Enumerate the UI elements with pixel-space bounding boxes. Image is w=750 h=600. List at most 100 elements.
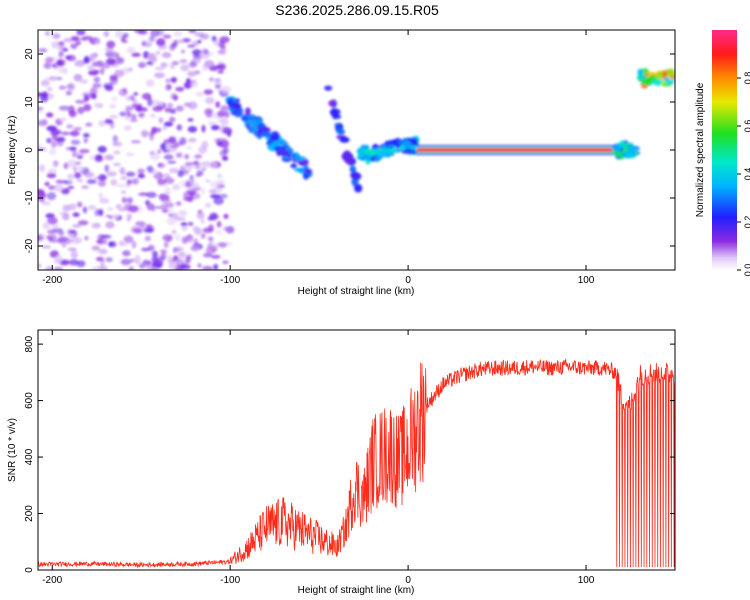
heat-cell bbox=[163, 121, 173, 127]
heat-cell bbox=[174, 266, 184, 270]
heat-cell bbox=[45, 31, 50, 36]
heat-cell bbox=[201, 124, 206, 133]
heat-cell bbox=[355, 184, 361, 192]
heat-cell bbox=[114, 30, 124, 38]
heat-cell bbox=[162, 234, 173, 242]
heat-cell bbox=[138, 112, 145, 118]
colorbar-label: Normalized spectral amplitude bbox=[695, 82, 706, 217]
heat-cell bbox=[166, 217, 177, 226]
heat-cell bbox=[66, 159, 77, 168]
heat-cell bbox=[77, 201, 83, 208]
heat-cell bbox=[48, 226, 58, 231]
heat-cell bbox=[154, 72, 165, 79]
heat-cell bbox=[205, 179, 211, 183]
heat-cell bbox=[70, 36, 80, 42]
heat-cell bbox=[111, 51, 119, 58]
heat-cell bbox=[293, 155, 301, 161]
heat-cell bbox=[200, 161, 212, 168]
heat-cell bbox=[38, 107, 44, 111]
heat-cell bbox=[100, 68, 105, 75]
heat-cell bbox=[147, 165, 154, 174]
heat-cell bbox=[391, 148, 397, 153]
heat-cell bbox=[201, 140, 209, 149]
heat-cell bbox=[46, 137, 52, 144]
heat-cell bbox=[76, 155, 84, 159]
heat-cell bbox=[617, 142, 628, 148]
heat-cell bbox=[161, 52, 172, 59]
heat-cell bbox=[208, 224, 214, 233]
heat-cell bbox=[53, 266, 64, 270]
heat-cell bbox=[612, 145, 621, 152]
heat-cell bbox=[70, 251, 78, 259]
heat-cell bbox=[83, 57, 91, 64]
heat-cell bbox=[173, 39, 179, 45]
heat-cell bbox=[160, 249, 168, 254]
heat-cell bbox=[49, 250, 60, 258]
heat-cell bbox=[197, 263, 202, 268]
heat-cell bbox=[46, 87, 53, 92]
heat-cell bbox=[279, 149, 290, 157]
heat-cell bbox=[134, 30, 145, 34]
heat-cell bbox=[213, 80, 223, 85]
heat-cell bbox=[58, 41, 65, 46]
heat-cell bbox=[75, 99, 86, 104]
heat-cell bbox=[208, 189, 217, 194]
heat-cell bbox=[175, 105, 184, 112]
heat-cell bbox=[162, 201, 169, 206]
heat-cell bbox=[258, 123, 265, 129]
heat-cell bbox=[133, 92, 138, 96]
heat-cell bbox=[61, 131, 70, 136]
heat-cell bbox=[93, 40, 101, 45]
x-tick-label: 0 bbox=[405, 275, 411, 286]
heat-cell bbox=[131, 178, 139, 185]
heat-cell bbox=[70, 43, 78, 49]
heat-cell bbox=[627, 143, 635, 152]
heat-cell bbox=[290, 163, 298, 169]
heat-cell bbox=[44, 77, 49, 84]
heat-cell bbox=[73, 172, 82, 179]
heat-cell bbox=[105, 257, 113, 263]
heat-cell bbox=[157, 162, 166, 168]
heat-cell bbox=[204, 96, 215, 105]
heat-cell bbox=[324, 85, 333, 91]
heat-cell bbox=[174, 233, 181, 242]
heat-cell bbox=[91, 69, 100, 74]
heat-cell bbox=[160, 143, 167, 151]
heat-cell bbox=[110, 179, 118, 186]
heat-cell bbox=[157, 178, 167, 185]
bottom-y-axis-label: SNR (10 * v/v) bbox=[7, 418, 18, 482]
y-tick-label: 600 bbox=[24, 392, 35, 409]
heat-cell bbox=[360, 144, 370, 149]
heat-cell bbox=[328, 100, 336, 107]
heat-cell bbox=[222, 260, 229, 265]
heat-cell bbox=[213, 263, 219, 270]
colorbar-tick-label: 0.4 bbox=[743, 168, 750, 181]
heat-cell bbox=[90, 40, 95, 45]
heat-cell bbox=[364, 148, 375, 157]
heat-cell bbox=[195, 173, 201, 177]
heat-cell bbox=[78, 149, 90, 154]
heat-cell bbox=[41, 119, 48, 126]
heat-cell bbox=[58, 85, 67, 90]
heat-cell bbox=[197, 209, 203, 214]
heat-cell bbox=[123, 235, 134, 244]
heat-cell bbox=[46, 192, 57, 201]
heat-cell bbox=[189, 179, 195, 184]
heat-cell bbox=[151, 266, 157, 270]
heat-cell bbox=[179, 59, 188, 63]
heat-cell bbox=[104, 118, 114, 124]
heat-cell bbox=[44, 57, 54, 64]
heat-cell bbox=[188, 30, 197, 34]
heat-cell bbox=[76, 178, 84, 183]
heat-cell bbox=[144, 235, 151, 242]
heat-cell bbox=[152, 259, 164, 267]
heat-cell bbox=[118, 88, 128, 97]
snr-panel: -200 -100 0 100 0 200 400 600 800 Height of str… bbox=[7, 329, 676, 596]
heat-cell bbox=[196, 212, 205, 220]
heat-cell bbox=[46, 112, 54, 118]
heat-cell bbox=[187, 221, 194, 226]
heat-cell bbox=[120, 258, 131, 266]
heat-cell bbox=[203, 253, 213, 258]
heat-cell bbox=[91, 245, 101, 251]
heat-cell bbox=[109, 114, 119, 119]
